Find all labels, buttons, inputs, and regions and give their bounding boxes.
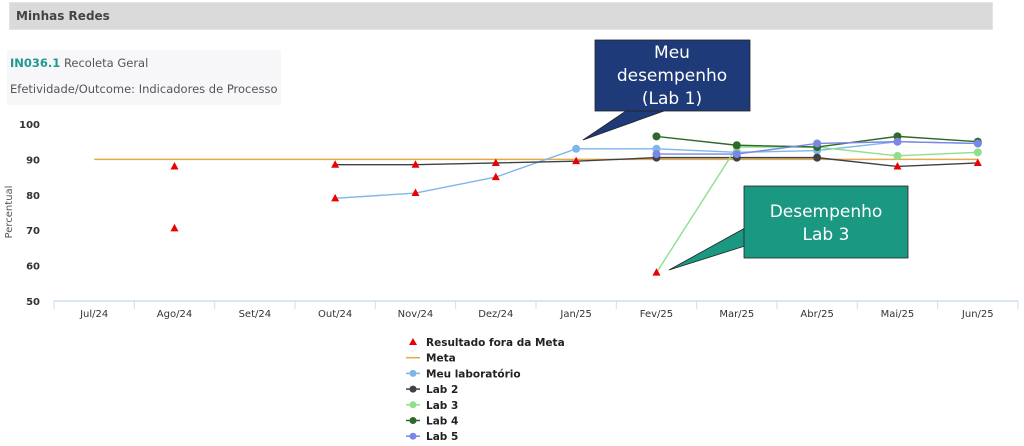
circle-icon bbox=[409, 369, 417, 377]
x-tick-label: Nov/24 bbox=[398, 309, 434, 320]
x-tick-label: Jun/25 bbox=[961, 309, 994, 320]
circle-icon bbox=[409, 417, 417, 424]
legend-item[interactable]: Meu laboratório bbox=[406, 368, 521, 380]
legend-label: Lab 5 bbox=[426, 431, 458, 443]
y-tick-label: 60 bbox=[26, 262, 40, 273]
callout-box-lab3 bbox=[743, 185, 909, 259]
legend-item[interactable]: Lab 2 bbox=[406, 384, 458, 396]
callout-text: desempenho bbox=[617, 66, 727, 86]
legend-item[interactable]: Lab 5 bbox=[406, 431, 458, 443]
section-header: Minhas Redes bbox=[9, 2, 993, 30]
y-tick-label: 90 bbox=[26, 155, 40, 166]
x-tick-label: Dez/24 bbox=[478, 309, 513, 320]
out-of-target-marker bbox=[652, 268, 661, 276]
circle-icon bbox=[409, 432, 417, 440]
out-of-target-marker bbox=[331, 160, 340, 168]
chart-axes: 50 60 70 80 90 100 Percentual Jul/24 Ago/24 Set/2… bbox=[4, 120, 1019, 320]
indicator-name: Recoleta Geral bbox=[63, 56, 149, 70]
y-axis-label: Percentual bbox=[4, 186, 15, 239]
legend-item[interactable]: Resultado fora da Meta bbox=[409, 337, 565, 349]
circle-icon bbox=[409, 385, 417, 393]
y-tick-label: 70 bbox=[26, 226, 40, 237]
legend-label: Lab 2 bbox=[426, 384, 458, 396]
out-of-target-marker bbox=[491, 158, 500, 166]
y-tick-label: 100 bbox=[19, 120, 40, 131]
data-point bbox=[572, 144, 581, 153]
data-point bbox=[652, 150, 661, 159]
x-tick-label: Mai/25 bbox=[881, 309, 915, 320]
x-tick-label: Abr/25 bbox=[800, 309, 833, 320]
legend-item[interactable]: Lab 3 bbox=[406, 400, 458, 412]
y-tick-label: 50 bbox=[26, 297, 40, 308]
legend-label: Lab 3 bbox=[426, 400, 458, 412]
out-of-target-marker bbox=[572, 156, 581, 165]
out-of-target-marker bbox=[491, 172, 500, 181]
legend-label: Resultado fora da Meta bbox=[426, 337, 565, 349]
triangle-icon bbox=[409, 338, 417, 345]
data-point bbox=[813, 153, 822, 162]
x-tick-label: Set/24 bbox=[239, 309, 272, 320]
circle-icon bbox=[409, 401, 417, 409]
data-point bbox=[893, 137, 902, 146]
callout-text: Lab 3 bbox=[803, 225, 850, 245]
data-point bbox=[893, 151, 902, 160]
callout-text: (Lab 1) bbox=[642, 89, 702, 109]
x-tick-label: Fev/25 bbox=[640, 309, 673, 320]
data-point bbox=[732, 141, 741, 150]
data-point bbox=[732, 150, 741, 159]
x-tick-label: Jan/25 bbox=[559, 309, 592, 320]
section-title: Minhas Redes bbox=[16, 9, 110, 23]
callout-text: Desempenho bbox=[770, 202, 883, 222]
out-of-target-marker bbox=[170, 223, 179, 232]
legend-item[interactable]: Lab 4 bbox=[406, 416, 458, 428]
out-of-target-marker bbox=[973, 158, 982, 166]
chart-legend: Resultado fora da Meta Meta Meu laboratóri… bbox=[406, 337, 565, 443]
data-point bbox=[973, 148, 982, 157]
callout-box-meu-desempenho bbox=[594, 39, 751, 112]
data-point bbox=[652, 132, 661, 141]
legend-label: Meta bbox=[426, 353, 456, 365]
legend-label: Meu laboratório bbox=[426, 368, 521, 380]
out-of-target-marker bbox=[170, 161, 179, 170]
out-of-target-marker bbox=[411, 160, 420, 168]
x-tick-label: Mar/25 bbox=[719, 309, 754, 320]
indicator-code: IN036.1 bbox=[10, 56, 61, 70]
indicator-subtitle: Efetividade/Outcome: Indicadores de Proc… bbox=[10, 82, 278, 96]
out-of-target-marker bbox=[331, 193, 340, 202]
callout-text: Meu bbox=[654, 43, 690, 63]
out-of-target-marker bbox=[893, 161, 902, 170]
y-tick-label: 80 bbox=[26, 191, 40, 202]
indicator-info: IN036.1 Recoleta Geral Efetividade/Outco… bbox=[7, 50, 281, 105]
legend-item[interactable]: Meta bbox=[406, 353, 456, 365]
x-tick-label: Out/24 bbox=[318, 309, 352, 320]
legend-label: Lab 4 bbox=[426, 416, 458, 428]
chart-callouts: Meu desempenho (Lab 1) Desempenho Lab 3 bbox=[582, 39, 909, 271]
x-tick-label: Ago/24 bbox=[157, 309, 192, 320]
out-of-target-marker bbox=[411, 188, 420, 197]
indicator-title: IN036.1 Recoleta Geral bbox=[10, 56, 148, 70]
callout-pointer bbox=[582, 110, 665, 141]
chart-markers bbox=[170, 132, 982, 276]
data-point bbox=[813, 139, 822, 148]
data-point bbox=[973, 139, 982, 148]
x-tick-label: Jul/24 bbox=[79, 309, 108, 320]
